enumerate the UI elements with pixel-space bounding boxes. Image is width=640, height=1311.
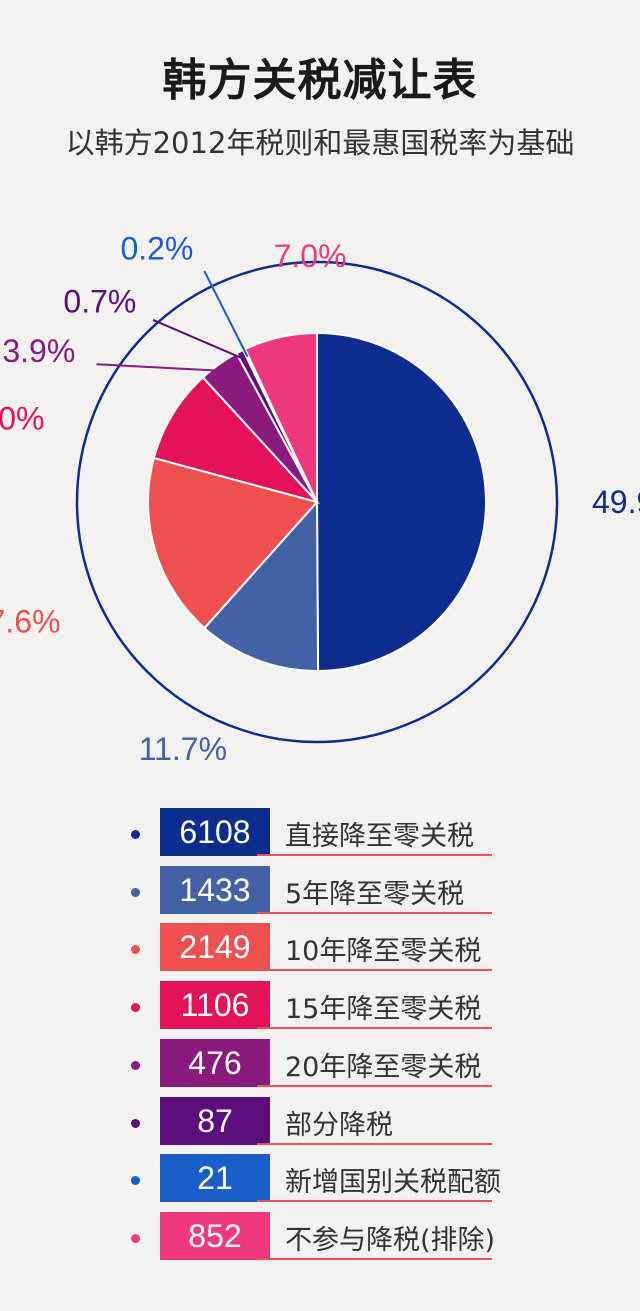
data-label: 9.0% <box>0 401 44 437</box>
legend-item: 2149 10年降至零关税 <box>0 923 640 981</box>
leader-line <box>96 363 224 372</box>
legend-underline <box>257 1027 492 1030</box>
legend-underline <box>257 911 492 914</box>
legend-dot <box>131 1118 140 1128</box>
legend-item: 852 不参与降税(排除) <box>0 1211 640 1270</box>
pie-chart: 49.9% 11.7% 17.6% 9.0% 3.9% 0.7% 0.2% 7.0% <box>0 231 640 760</box>
legend-count: 852 <box>160 1211 270 1260</box>
legend-underline <box>257 1142 492 1145</box>
legend-dot <box>131 830 140 839</box>
legend-count: 476 <box>160 1038 270 1087</box>
pie-slice <box>316 331 487 673</box>
legend-dot <box>131 945 140 955</box>
legend-count: 1433 <box>160 865 270 914</box>
legend-underline <box>257 1200 492 1203</box>
leader-line <box>203 270 249 358</box>
legend-underline <box>257 1257 492 1260</box>
legend-underline <box>257 1084 492 1087</box>
pie-slice <box>203 499 320 672</box>
legend-count: 87 <box>160 1096 270 1145</box>
legend-label: 10年降至零关税 <box>285 936 482 968</box>
legend-dot <box>131 1060 140 1070</box>
pie-slice <box>243 331 318 503</box>
pie-slice <box>152 375 321 504</box>
legend-item: 1433 5年降至零关税 <box>0 865 640 924</box>
data-label: 49.9% <box>592 484 640 520</box>
legend-underline <box>257 969 492 972</box>
legend-label: 部分降税 <box>285 1109 393 1141</box>
legend-dot <box>131 1233 140 1243</box>
legend-label: 5年降至零关税 <box>285 878 465 910</box>
outer-ring <box>75 260 559 744</box>
chart-subtitle: 以韩方2012年税则和最惠国税率为基础 <box>65 126 575 160</box>
chart-title: 韩方关税减让表 <box>162 55 478 106</box>
legend-item: 6108 直接降至零关税 <box>0 808 640 866</box>
data-label: 17.6% <box>0 604 61 640</box>
legend-label: 15年降至零关税 <box>285 994 482 1026</box>
legend-dot <box>131 1003 140 1013</box>
pie-slice <box>147 456 319 630</box>
data-label: 3.9% <box>2 333 75 369</box>
legend-dot <box>131 887 140 897</box>
data-label: 0.7% <box>63 283 136 319</box>
leader-line <box>152 319 244 360</box>
legend-item: 87 部分降税 <box>0 1096 640 1155</box>
legend-dot <box>131 1176 140 1186</box>
legend-item: 1106 15年降至零关税 <box>0 981 640 1039</box>
legend-label: 不参与降税(排除) <box>285 1224 496 1256</box>
legend-count: 1106 <box>160 981 270 1030</box>
legend-label: 新增国别关税配额 <box>285 1167 501 1199</box>
legend-count: 6108 <box>160 808 270 856</box>
data-label: 11.7% <box>139 731 227 760</box>
legend-underline <box>257 854 492 856</box>
legend-label: 直接降至零关税 <box>285 821 474 852</box>
data-label: 7.0% <box>274 238 347 274</box>
legend-item: 21 新增国别关税配额 <box>0 1154 640 1212</box>
legend-label: 20年降至零关税 <box>285 1051 482 1083</box>
legend-count: 21 <box>160 1154 270 1203</box>
legend-count: 2149 <box>160 923 270 972</box>
data-label: 0.2% <box>120 231 193 267</box>
legend-item: 476 20年降至零关税 <box>0 1038 640 1097</box>
